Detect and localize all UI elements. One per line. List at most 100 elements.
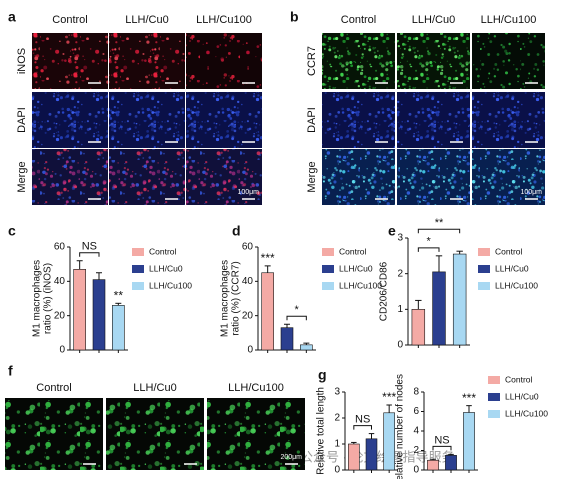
row-label: CCR7 — [306, 46, 318, 76]
micrograph — [472, 92, 545, 148]
legend-label: LLH/Cu100 — [339, 280, 382, 290]
significance: ** — [435, 217, 444, 229]
micrograph — [207, 398, 305, 470]
legend-label: Control — [149, 246, 177, 256]
y-axis-label: ratio (%) (CCR7) — [231, 261, 242, 335]
significance: * — [295, 304, 300, 316]
bar — [463, 412, 475, 471]
micrograph — [322, 149, 395, 205]
legend-swatch — [322, 248, 334, 256]
legend-label: Control — [339, 246, 367, 256]
error-bar — [351, 441, 357, 444]
bar — [427, 459, 439, 471]
bracket — [417, 247, 440, 252]
bar — [452, 253, 467, 346]
error-bar — [284, 323, 290, 328]
legend-label: Control — [495, 246, 523, 256]
bracket — [432, 445, 452, 451]
micrograph — [5, 398, 103, 470]
scale-label: 100μm — [520, 189, 542, 196]
legend-label: Control — [505, 374, 533, 384]
panel-label: e — [388, 223, 396, 239]
bar — [300, 344, 313, 351]
column-header: Control — [341, 14, 376, 26]
micrograph — [32, 33, 108, 89]
row-label: Merge — [16, 161, 28, 192]
panel-label: d — [232, 223, 241, 239]
significance: NS — [434, 434, 449, 446]
legend-swatch — [488, 410, 500, 418]
bracket — [353, 425, 372, 430]
y-axis-label: CD206/CD86 — [379, 261, 390, 321]
bar — [432, 271, 446, 346]
scale-label: 100μm — [237, 189, 259, 196]
legend-swatch — [478, 265, 490, 273]
column-header: LLH/Cu100 — [481, 14, 537, 26]
micrograph — [186, 92, 262, 148]
legend-swatch — [488, 376, 500, 384]
micrograph — [109, 149, 185, 205]
error-bar — [448, 453, 454, 456]
y-tick-label: 40 — [54, 276, 66, 287]
error-bar — [303, 342, 310, 345]
y-tick-label: 20 — [242, 310, 254, 321]
y-tick-label: 60 — [54, 242, 66, 253]
panel-label: b — [290, 9, 299, 25]
y-tick-label: 0 — [59, 345, 65, 356]
y-axis-label: Relative number of nodes — [395, 374, 406, 479]
y-tick-label: 3 — [397, 233, 403, 244]
row-label: Merge — [306, 161, 318, 192]
legend-swatch — [322, 282, 334, 290]
y-tick-label: 0 — [413, 465, 419, 476]
bar — [112, 305, 125, 351]
error-bar — [264, 265, 271, 273]
column-header: LLH/Cu0 — [125, 14, 168, 26]
y-tick-label: 2 — [334, 413, 340, 424]
y-tick-label: 3 — [334, 387, 340, 398]
bar — [73, 269, 86, 351]
y-tick-label: 0 — [397, 340, 403, 351]
legend-swatch — [322, 265, 334, 273]
bracket — [417, 228, 461, 234]
micrograph — [186, 149, 262, 205]
y-axis-label: M1 macrophages — [32, 260, 43, 337]
significance: *** — [382, 390, 396, 404]
y-tick-label: 1 — [334, 439, 340, 450]
bracket — [79, 252, 100, 257]
error-bar — [430, 458, 436, 461]
row-label: iNOS — [16, 48, 28, 74]
legend-swatch — [478, 248, 490, 256]
micrograph — [186, 33, 262, 89]
significance: * — [427, 236, 432, 248]
bar — [348, 443, 360, 471]
significance: NS — [82, 241, 97, 253]
significance: *** — [261, 251, 275, 265]
column-header: LLH/Cu100 — [196, 14, 252, 26]
error-bar — [456, 250, 463, 255]
error-bar — [76, 260, 83, 270]
row-label: DAPI — [16, 107, 28, 133]
column-header: LLH/Cu0 — [412, 14, 455, 26]
micrograph — [472, 33, 545, 89]
micrograph — [322, 33, 395, 89]
y-tick-label: 20 — [54, 310, 66, 321]
micrograph — [472, 149, 545, 205]
micrograph — [32, 92, 108, 148]
micrograph — [397, 92, 470, 148]
error-bar — [96, 272, 102, 280]
micrograph — [106, 398, 204, 470]
y-tick-label: 8 — [413, 387, 419, 398]
error-bar — [415, 299, 422, 310]
column-header: Control — [36, 382, 71, 394]
significance: *** — [462, 391, 476, 405]
column-header: LLH/Cu0 — [133, 382, 176, 394]
significance: NS — [355, 414, 370, 426]
error-bar — [466, 405, 472, 413]
panel-label: f — [8, 363, 13, 379]
y-tick-label: 0 — [334, 465, 340, 476]
y-tick-label: 2 — [413, 445, 419, 456]
column-header: Control — [52, 14, 87, 26]
legend-label: LLH/Cu100 — [505, 408, 548, 418]
significance: ** — [114, 288, 124, 302]
